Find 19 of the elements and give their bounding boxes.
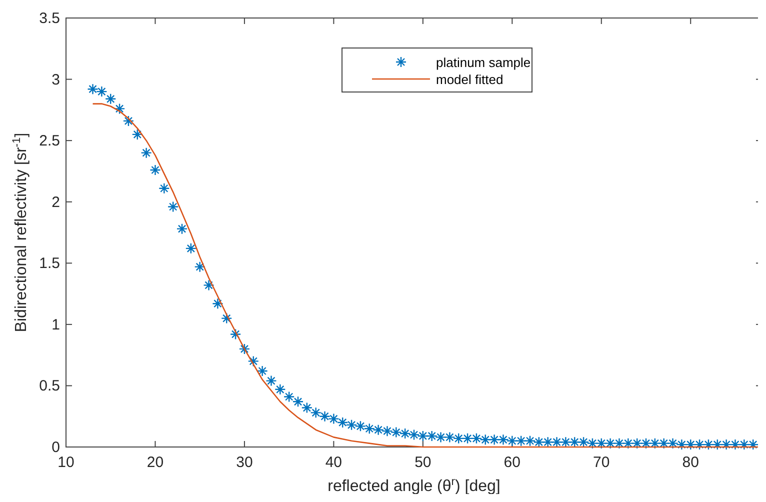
- y-tick-label: 2.5: [39, 132, 60, 150]
- legend-label: platinum sample: [436, 55, 531, 70]
- y-tick-label: 3.5: [39, 10, 60, 27]
- y-tick-label: 2: [52, 194, 60, 211]
- x-axis-title: reflected angle (θ$^{r}$) [deg]: [328, 476, 500, 495]
- x-tick-label: 50: [414, 454, 432, 471]
- x-tick-label: 20: [146, 454, 164, 471]
- x-tick-label: 30: [236, 454, 253, 471]
- x-tick-label: 70: [593, 454, 610, 471]
- x-tick-label: 10: [58, 454, 74, 471]
- y-tick-label: 0: [52, 439, 60, 456]
- y-tick-label: 1: [52, 316, 60, 334]
- x-tick-label: 40: [325, 454, 342, 471]
- y-tick-label: 1.5: [39, 255, 60, 272]
- x-tick-label: 80: [682, 454, 699, 471]
- y-tick-label: 3: [52, 71, 60, 88]
- y-tick-label: 0.5: [39, 378, 60, 395]
- x-tick-label: 60: [504, 454, 520, 471]
- legend-label: model fitted: [436, 72, 504, 87]
